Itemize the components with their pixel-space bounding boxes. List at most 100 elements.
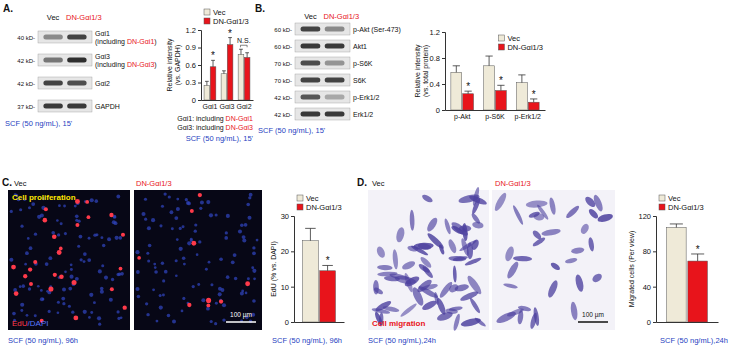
x-tick: p-S6K: [485, 110, 505, 121]
bar: [204, 85, 210, 100]
cell: [565, 204, 581, 220]
nucleus: [153, 263, 156, 266]
nucleus: [57, 311, 60, 314]
cell: [375, 245, 386, 259]
nucleus: [176, 238, 179, 241]
nucleus: [74, 205, 77, 208]
panel-letter: B.: [255, 3, 265, 14]
nucleus: [246, 203, 250, 207]
nucleus: [22, 284, 26, 288]
cell: [399, 302, 418, 318]
tick-label: p-Akt: [454, 113, 470, 121]
nucleus: [144, 198, 147, 201]
nucleus: [147, 259, 150, 262]
edu-nucleus: [52, 234, 57, 239]
cell: [587, 208, 599, 221]
tick-mark: [442, 84, 445, 85]
bar: [688, 261, 708, 322]
cell: [570, 301, 579, 320]
nucleus: [88, 316, 91, 319]
tick-mark: [442, 110, 445, 111]
nucleus: [234, 277, 237, 280]
cell: [503, 282, 518, 289]
x-tick: Gαi3: [220, 100, 235, 110]
nucleus: [141, 212, 145, 216]
nucleus: [233, 253, 237, 257]
y-tick: 0: [436, 106, 445, 115]
tick-label: 30: [281, 212, 289, 221]
legend-label: Vec: [306, 194, 319, 203]
nucleus: [179, 247, 183, 251]
nucleus: [77, 220, 80, 223]
cell: [505, 260, 520, 280]
cell: [574, 274, 585, 293]
significance: *: [228, 28, 232, 39]
note: Gαi3: including DN-Gαi3: [177, 124, 253, 132]
x-axis: Gαi1Gαi3Gαi2: [202, 100, 254, 110]
tick-label: 0.4: [430, 80, 440, 89]
nucleus: [90, 198, 94, 202]
axis-line: [198, 31, 202, 101]
stain-label-part: EdU: [12, 319, 28, 328]
cell: [548, 197, 557, 215]
nucleus: [187, 241, 191, 245]
nucleus: [242, 238, 246, 242]
tick-label: Gαi1: [202, 103, 217, 110]
nucleus: [119, 236, 123, 240]
cell: [374, 299, 392, 313]
nucleus: [100, 287, 104, 291]
nucleus: [215, 302, 218, 305]
tick-mark: [653, 287, 656, 288]
nucleus: [137, 295, 141, 299]
edu-nucleus: [219, 299, 223, 303]
x-tick: Gαi2: [237, 100, 252, 110]
nucleus: [181, 310, 184, 313]
edu-nucleus: [43, 218, 48, 223]
mw-label: 42 kD-: [274, 112, 292, 118]
nucleus: [249, 193, 253, 197]
bar: [667, 227, 687, 322]
nucleus: [136, 270, 140, 274]
nucleus: [170, 210, 174, 214]
tick-mark: [291, 251, 294, 252]
image-bg: [8, 190, 130, 330]
axis-line: [295, 322, 345, 323]
axis-line: [653, 217, 657, 323]
nucleus: [210, 283, 213, 286]
nucleus: [19, 285, 22, 288]
blot-strip: [295, 108, 350, 120]
cell: [454, 283, 470, 292]
scale-label: 100 µm: [582, 311, 604, 319]
nucleus: [231, 260, 235, 264]
nucleus: [42, 298, 45, 301]
nucleus: [148, 244, 152, 248]
error-bar: [305, 228, 316, 240]
nucleus: [176, 207, 180, 211]
blot-strip: [295, 57, 350, 69]
edu-nucleus: [75, 199, 80, 204]
nucleus: [146, 313, 149, 316]
scale-label: 100 µm: [230, 311, 252, 319]
nucleus: [215, 213, 218, 216]
legend-label: Vec: [507, 34, 520, 43]
nucleus: [79, 235, 83, 239]
nucleus: [98, 323, 101, 326]
note-part: Gαi1: including: [177, 115, 225, 123]
tick-label: 20: [281, 247, 289, 256]
nucleus: [34, 233, 37, 236]
nucleus: [186, 201, 190, 205]
cell: [579, 222, 590, 235]
cell: [493, 191, 509, 212]
nucleus: [152, 288, 155, 291]
cell: [504, 245, 516, 262]
cell: [438, 244, 445, 255]
cell: [517, 310, 524, 325]
blot-band: [301, 27, 321, 32]
nucleus: [183, 263, 186, 266]
nucleus: [40, 289, 43, 292]
scale-bar: [226, 321, 256, 323]
cell: [413, 242, 434, 250]
blot-band: [67, 81, 86, 86]
micrograph: [8, 190, 130, 330]
blot-band: [43, 104, 62, 109]
